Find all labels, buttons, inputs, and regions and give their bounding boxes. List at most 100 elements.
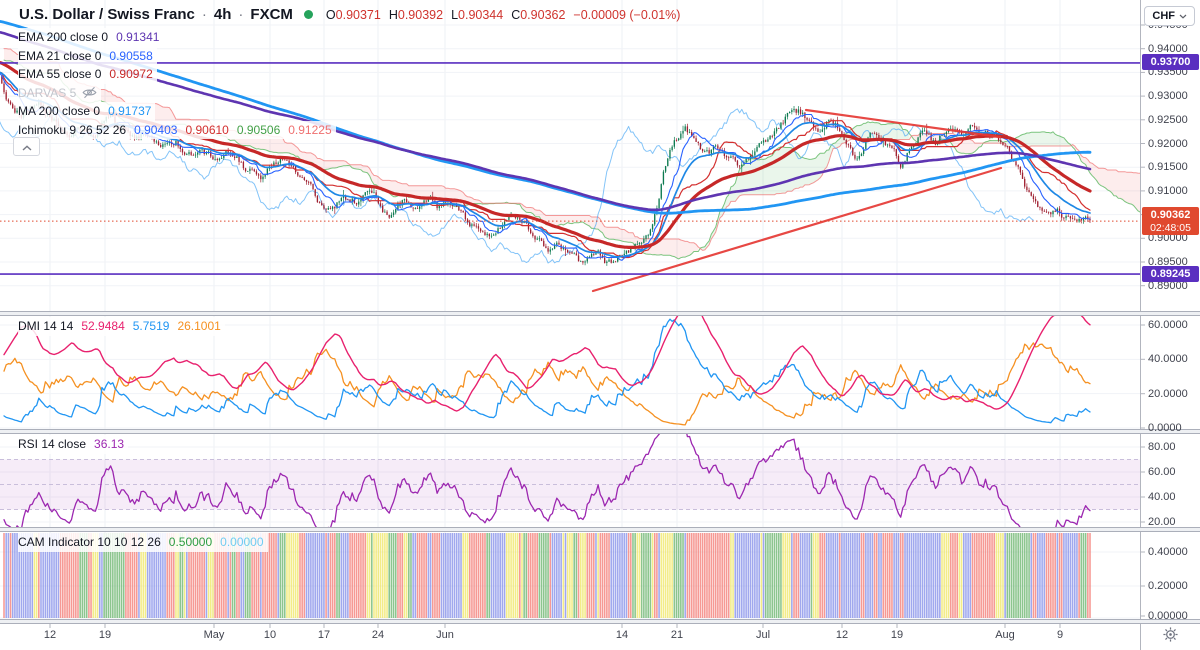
alert-price-badge: 0.89245 [1142, 265, 1199, 282]
price-tick-label: 0.93000 [1148, 90, 1188, 103]
timeframe-button[interactable]: 4h [213, 6, 232, 23]
last-price-badge: 0.90362 02:48:05 [1142, 206, 1199, 235]
price-tick-label: 0.94000 [1148, 42, 1188, 55]
indicator-value: 0.90403 [134, 122, 178, 137]
time-tick-label: Jul [755, 629, 771, 641]
market-status-dot [303, 10, 313, 19]
indicator-value: 0.50000 [168, 535, 213, 550]
time-axis[interactable]: 12 19 May 10 17 24 Jun 14 21 Jul 12 19 Aug 9 [0, 624, 1140, 650]
indicator-label: DARVAS 5 [18, 85, 77, 100]
eye-off-icon[interactable] [82, 86, 97, 99]
panel-separator[interactable] [0, 311, 1200, 316]
low-label: L [451, 7, 459, 22]
price-tick-label: 0.89000 [1148, 279, 1188, 292]
currency-toggle[interactable]: CHF [1144, 6, 1195, 26]
bar-countdown: 02:48:05 [1150, 221, 1191, 234]
legend-row-ema200[interactable]: EMA 200 close 0 0.91341 [18, 28, 164, 47]
price-tick-label: 0.20000 [1148, 580, 1188, 592]
indicator-value: 0.90506 [236, 122, 281, 137]
time-tick-label: 17 [317, 629, 331, 641]
time-tick-label: 24 [371, 629, 385, 641]
chevron-up-icon [22, 138, 32, 156]
price-tick-label: 60.0000 [1148, 319, 1188, 331]
title-separator: · [238, 6, 244, 23]
exchange-label[interactable]: FXCM [250, 6, 293, 23]
time-tick-label: 19 [890, 629, 904, 641]
legend-row-cam[interactable]: CAM Indicator 10 10 12 26 0.50000 0.00000 [18, 533, 268, 552]
price-tick-label: 60.00 [1148, 466, 1176, 478]
legend-row-ema55[interactable]: EMA 55 close 0 0.90972 [18, 65, 157, 84]
time-tick-label: 19 [98, 629, 112, 641]
title-separator: · [201, 6, 207, 23]
price-tick-label: 0.89500 [1148, 256, 1188, 268]
indicator-label: Ichimoku 9 26 52 26 [18, 122, 127, 137]
time-tick-label: 9 [1056, 629, 1064, 641]
price-scale[interactable]: CHF 0.93700 0.90362 02:48:05 0.89245 0.9… [1140, 0, 1200, 624]
legend-row-ichimoku[interactable]: Ichimoku 9 26 52 26 0.90403 0.90610 0.90506… [18, 120, 336, 139]
legend-row-rsi[interactable]: RSI 14 close 36.13 [18, 435, 129, 454]
chevron-down-icon [1179, 10, 1187, 22]
rsi-legend: RSI 14 close 36.13 [18, 435, 129, 454]
axis-settings-corner[interactable] [1140, 624, 1200, 650]
price-tick-label: 0.0000 [1148, 422, 1182, 434]
open-label: O [325, 7, 336, 22]
indicator-value: 36.13 [94, 437, 125, 452]
indicator-label: EMA 21 close 0 [18, 48, 102, 63]
high-value: 0.90392 [397, 7, 444, 22]
high-label: H [388, 7, 398, 22]
indicator-label: CAM Indicator 10 10 12 26 [18, 535, 161, 550]
price-tick-label: 20.0000 [1148, 387, 1188, 400]
legend-collapse-button[interactable] [13, 137, 40, 156]
indicator-value: 26.1001 [177, 319, 221, 334]
price-tick-label: 0.91500 [1148, 161, 1188, 174]
change-value: −0.00009 (−0.01%) [573, 7, 681, 22]
time-tick-label: May [203, 629, 225, 641]
price-tick-label: 0.92000 [1148, 137, 1188, 150]
indicator-label: EMA 200 close 0 [18, 30, 109, 45]
indicator-label: DMI 14 14 [18, 319, 74, 334]
indicator-value: 0.91341 [116, 30, 160, 45]
alert-price-badge: 0.93700 [1142, 54, 1199, 71]
price-tick-label: 20.00 [1148, 516, 1176, 528]
close-value: 0.90362 [520, 7, 566, 22]
time-tick-label: 12 [835, 629, 849, 641]
indicator-value: 0.91737 [108, 104, 152, 119]
indicator-value: 0.90972 [109, 67, 153, 82]
price-tick-label: 0.92500 [1148, 113, 1188, 126]
time-tick-label: Jun [436, 629, 454, 641]
price-tick-label: 80.00 [1148, 441, 1176, 453]
panel-separator[interactable] [0, 429, 1200, 434]
close-label: C [511, 7, 521, 22]
price-tick-label: 40.0000 [1148, 353, 1188, 366]
low-value: 0.90344 [458, 7, 504, 22]
open-value: 0.90371 [335, 7, 381, 22]
price-tick-label: 40.00 [1148, 491, 1176, 503]
dmi-legend: DMI 14 14 52.9484 5.7519 26.1001 [18, 317, 225, 336]
symbol-title[interactable]: U.S. Dollar / Swiss Franc [19, 6, 195, 23]
legend-row-dmi[interactable]: DMI 14 14 52.9484 5.7519 26.1001 [18, 317, 225, 336]
legend-row-darvas[interactable]: DARVAS 5 [18, 83, 102, 102]
indicator-value: 0.91225 [288, 122, 332, 137]
main-legend: EMA 200 close 0 0.91341 EMA 21 close 0 0.90… [18, 28, 336, 139]
time-tick-label: 14 [615, 629, 629, 641]
panel-separator[interactable] [0, 527, 1200, 532]
time-tick-label: 10 [263, 629, 277, 641]
currency-label: CHF [1152, 10, 1175, 22]
indicator-label: RSI 14 close [18, 437, 87, 452]
indicator-value: 52.9484 [81, 319, 125, 334]
indicator-value: 0.90610 [185, 122, 229, 137]
indicator-value: 5.7519 [132, 319, 170, 334]
price-tick-label: 0.00000 [1148, 610, 1188, 622]
price-tick-label: 0.90000 [1148, 232, 1188, 245]
indicator-value: 0.90558 [109, 48, 153, 63]
price-tick-label: 0.40000 [1148, 546, 1188, 558]
legend-row-ma200[interactable]: MA 200 close 0 0.91737 [18, 102, 156, 121]
price-tick-label: 0.91000 [1148, 184, 1188, 197]
gear-icon[interactable] [1162, 626, 1179, 648]
time-tick-label: Aug [995, 629, 1015, 641]
legend-row-ema21[interactable]: EMA 21 close 0 0.90558 [18, 46, 157, 65]
panel-separator[interactable] [0, 619, 1200, 624]
cam-legend: CAM Indicator 10 10 12 26 0.50000 0.00000 [18, 533, 268, 552]
indicator-value: 0.00000 [220, 535, 264, 550]
